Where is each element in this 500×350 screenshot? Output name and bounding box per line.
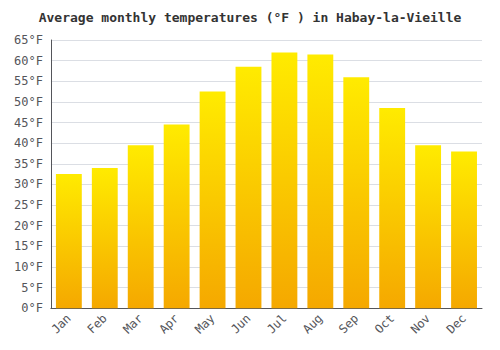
- svg-text:Jan: Jan: [49, 311, 74, 336]
- svg-text:35°F: 35°F: [14, 157, 43, 171]
- svg-text:60°F: 60°F: [14, 54, 43, 68]
- svg-text:Nov: Nov: [408, 311, 433, 336]
- svg-text:0°F: 0°F: [21, 301, 43, 315]
- svg-text:15°F: 15°F: [14, 239, 43, 253]
- svg-text:Sep: Sep: [336, 311, 361, 336]
- svg-text:Apr: Apr: [156, 311, 181, 336]
- svg-text:Mar: Mar: [120, 311, 145, 336]
- svg-text:Jun: Jun: [228, 311, 253, 336]
- svg-text:Feb: Feb: [85, 311, 110, 336]
- svg-text:Aug: Aug: [300, 311, 325, 336]
- svg-text:May: May: [192, 311, 217, 336]
- svg-text:Jul: Jul: [264, 311, 289, 336]
- svg-text:30°F: 30°F: [14, 177, 43, 191]
- svg-text:40°F: 40°F: [14, 136, 43, 150]
- svg-text:25°F: 25°F: [14, 198, 43, 212]
- svg-text:20°F: 20°F: [14, 219, 43, 233]
- svg-text:50°F: 50°F: [14, 95, 43, 109]
- svg-text:45°F: 45°F: [14, 116, 43, 130]
- svg-text:Oct: Oct: [372, 311, 397, 336]
- svg-text:Dec: Dec: [444, 311, 469, 336]
- svg-text:Average monthly temperatures (: Average monthly temperatures (°F ) in Ha…: [39, 10, 462, 25]
- svg-text:5°F: 5°F: [21, 281, 43, 295]
- svg-text:55°F: 55°F: [14, 74, 43, 88]
- svg-text:65°F: 65°F: [14, 33, 43, 47]
- svg-text:10°F: 10°F: [14, 260, 43, 274]
